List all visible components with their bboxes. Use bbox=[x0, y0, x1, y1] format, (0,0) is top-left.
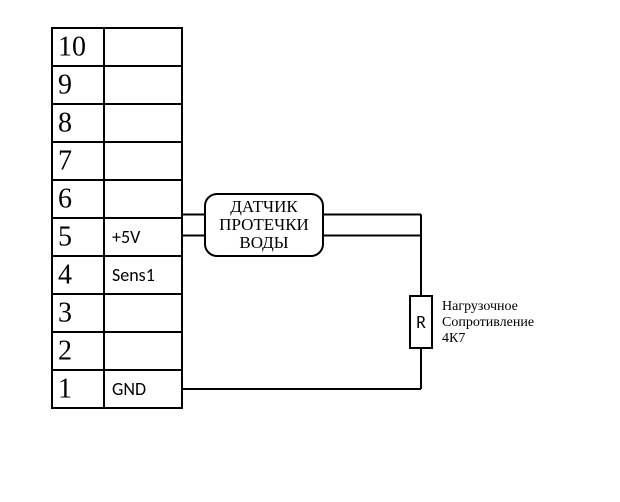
circuit-diagram: 10 9 8 7 6 5 +5V 4 Sens1 3 2 1 GND ДАТЧИКПРОТЕЧКИВОДЫ… bbox=[0, 0, 620, 502]
resistor-symbol: R bbox=[416, 311, 426, 333]
resistor-caption: Сопротивление bbox=[442, 315, 534, 330]
pin-label: Sens1 bbox=[112, 264, 155, 286]
pin-number: 10 bbox=[58, 31, 86, 62]
sensor-label-line: ПРОТЕЧКИ bbox=[219, 215, 309, 234]
pin-number: 7 bbox=[58, 145, 72, 176]
pin-label: +5V bbox=[112, 226, 141, 248]
pin-number: 4 bbox=[58, 259, 72, 290]
pin-label: GND bbox=[112, 378, 146, 400]
pin-number: 3 bbox=[58, 297, 72, 328]
resistor-caption: Нагрузочное bbox=[442, 299, 518, 314]
pin-number: 9 bbox=[58, 69, 72, 100]
pin-number: 6 bbox=[58, 183, 72, 214]
pin-number: 5 bbox=[58, 221, 72, 252]
pin-number: 2 bbox=[58, 335, 72, 366]
pin-number: 1 bbox=[58, 373, 72, 404]
pin-number: 8 bbox=[58, 107, 72, 138]
sensor-label-line: ВОДЫ bbox=[239, 233, 288, 252]
sensor-label-line: ДАТЧИК bbox=[230, 197, 298, 216]
resistor-caption: 4К7 bbox=[442, 331, 465, 346]
